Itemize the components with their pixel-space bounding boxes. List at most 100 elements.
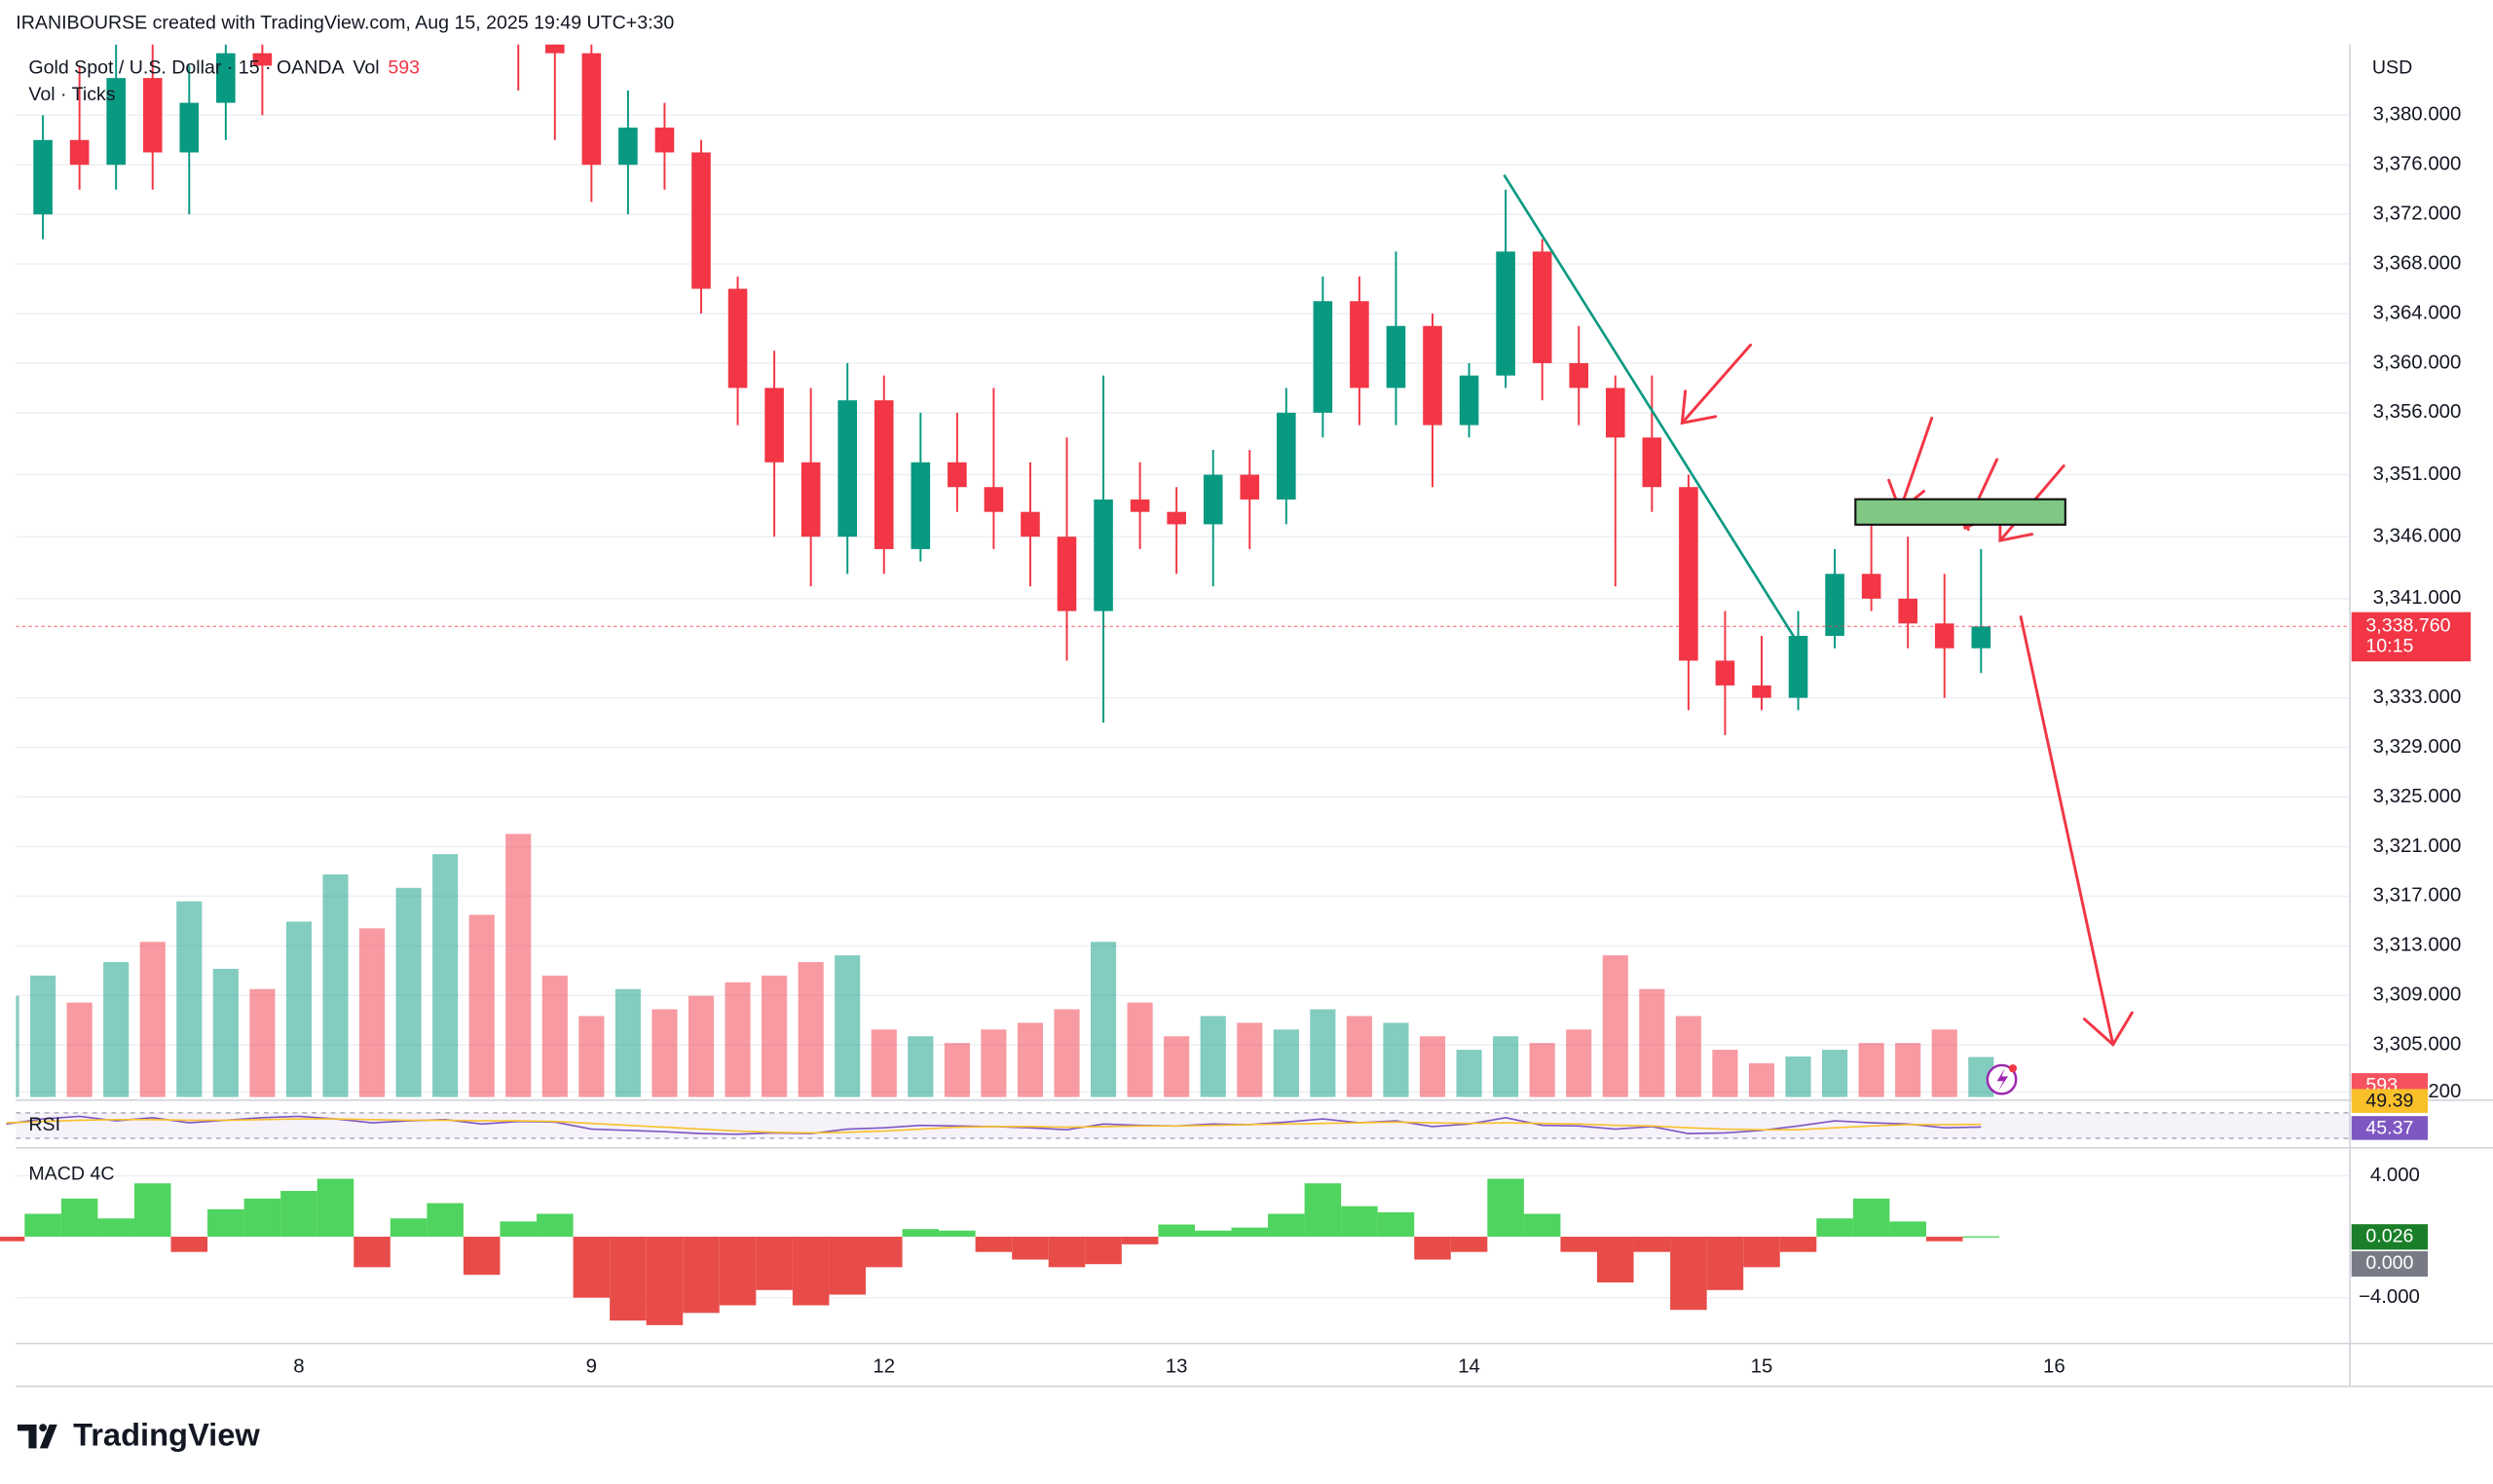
arrow-head	[1680, 390, 1718, 426]
y-tick-label: 3,351.000	[2373, 464, 2462, 485]
signal-badge-value: 0.000	[2365, 1252, 2413, 1274]
candle	[837, 362, 857, 575]
macd-bar	[1450, 1237, 1488, 1252]
macd-bar	[170, 1237, 208, 1252]
y-tick-label: 3,341.000	[2373, 587, 2462, 609]
volume-bar	[1346, 1016, 1372, 1097]
candle-body	[1569, 362, 1589, 389]
macd-bar	[133, 1183, 171, 1238]
macd-bar	[719, 1237, 757, 1306]
candle-body	[1423, 325, 1442, 426]
macd-bar	[537, 1213, 574, 1238]
volume-bar	[432, 854, 459, 1097]
candle	[691, 139, 711, 315]
candle-body	[1496, 251, 1515, 376]
candle-body	[1642, 437, 1662, 488]
candle	[179, 65, 200, 215]
macd-bar	[1268, 1213, 1305, 1238]
candle-body	[1350, 301, 1369, 389]
volume-bar	[395, 887, 422, 1097]
macd-bar	[1597, 1237, 1634, 1283]
rsi-layer	[6, 1115, 1982, 1135]
macd-bar	[646, 1237, 684, 1325]
volume-bar	[1054, 1009, 1080, 1097]
candle	[1752, 635, 1771, 711]
volume-bar	[66, 1002, 93, 1097]
volume-bar	[1493, 1036, 1519, 1097]
candle	[1934, 574, 1954, 698]
volume-bar	[468, 914, 495, 1097]
candle	[1094, 375, 1113, 723]
candle	[1642, 375, 1662, 512]
rsi-badge	[2351, 1089, 2429, 1113]
macd-bar	[500, 1221, 538, 1238]
candle-body	[948, 462, 967, 488]
volume-bar	[176, 901, 203, 1097]
symbol-legend: Gold Spot / U.S. Dollar · 15 · OANDA	[28, 56, 345, 78]
y-tick-label: −4.000	[2359, 1286, 2420, 1308]
x-tick-label: 14	[1458, 1356, 1480, 1378]
candle	[948, 412, 967, 512]
macd-bar	[24, 1213, 61, 1238]
volume-bar	[322, 873, 349, 1097]
brand-dot	[39, 1424, 48, 1432]
volume-bar	[1895, 1043, 1921, 1097]
macd-bar	[1743, 1237, 1780, 1268]
candle-body	[142, 78, 163, 153]
candle-body	[874, 400, 894, 549]
volume-bar	[212, 968, 239, 1097]
price-badge-countdown: 10:15	[2365, 636, 2413, 657]
candle-body	[1532, 251, 1552, 363]
y-tick-label: 3,364.000	[2373, 302, 2462, 323]
candle-body	[33, 139, 53, 215]
candle-body	[1825, 574, 1844, 636]
macd-bar	[1816, 1218, 1853, 1238]
lightning-glyph	[1996, 1068, 2009, 1092]
macd-bar	[902, 1229, 940, 1238]
candle	[1057, 437, 1077, 661]
candle-body	[727, 288, 748, 389]
volume-bar	[505, 834, 532, 1097]
arrow	[1898, 416, 1934, 512]
candle-body	[106, 78, 126, 166]
volume-bar	[1164, 1036, 1190, 1097]
volume-layer	[16, 834, 1994, 1097]
candle-layer	[16, 44, 2351, 735]
x-tick-label: 9	[586, 1356, 597, 1378]
volume-bar	[1602, 955, 1628, 1097]
candle	[581, 44, 602, 203]
candle	[1167, 487, 1186, 575]
candle	[1240, 450, 1260, 549]
candle	[1898, 537, 1917, 649]
x-tick-label: 15	[1751, 1356, 1773, 1378]
volume-bar	[285, 921, 312, 1097]
candle	[1277, 388, 1296, 525]
trend-line	[1503, 173, 1803, 649]
macd-bar	[1925, 1237, 1963, 1242]
candle	[1459, 362, 1479, 438]
volume-bar	[1529, 1043, 1555, 1097]
candle-body	[1715, 660, 1735, 686]
x-tick-label: 13	[1166, 1356, 1188, 1378]
candle	[517, 44, 520, 91]
candle	[1203, 450, 1223, 587]
drawings	[1503, 173, 2134, 1095]
y-tick-label: 3,313.000	[2373, 935, 2462, 956]
macd-bar	[243, 1198, 281, 1238]
y-tick-label: 3,372.000	[2373, 204, 2462, 225]
rsi-line	[6, 1118, 1982, 1134]
macd-bar	[1852, 1198, 1890, 1238]
candle	[1532, 239, 1552, 401]
candle-body	[1934, 623, 1954, 649]
macd-bar	[683, 1237, 720, 1314]
arrow	[1680, 343, 1753, 425]
candle	[1971, 548, 1991, 674]
volume-bar	[249, 988, 276, 1097]
volume-bar	[1822, 1050, 1848, 1097]
volume-bar	[1566, 1029, 1592, 1097]
macd-bar	[1670, 1237, 1707, 1311]
volume-bar	[725, 982, 751, 1097]
rsi-badge	[2351, 1116, 2429, 1140]
